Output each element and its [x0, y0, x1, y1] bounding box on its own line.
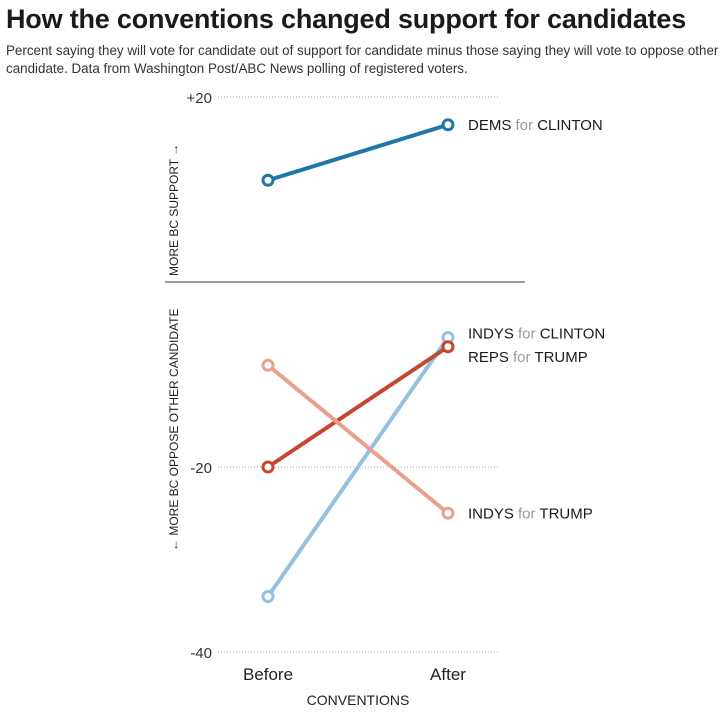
series-line	[266, 336, 450, 598]
chart-title: How the conventions changed support for …	[6, 4, 687, 34]
series-label: INDYS for CLINTON	[468, 326, 605, 343]
series-dems-for-clinton: DEMS for CLINTON	[261, 117, 603, 187]
series-label: INDYS for TRUMP	[468, 505, 593, 522]
data-point	[441, 118, 455, 132]
series-indys-for-clinton: INDYS for CLINTON	[261, 326, 605, 603]
label-group: REPS	[468, 349, 513, 366]
y-axis-label-oppose: ← MORE BC OPPOSE OTHER CANDIDATE	[167, 309, 181, 551]
series-line	[267, 122, 449, 183]
label-for: for	[518, 505, 539, 522]
series-label: DEMS for CLINTON	[468, 117, 603, 134]
series-reps-for-trump: REPS for TRUMP	[261, 340, 588, 474]
x-axis-title: CONVENTIONS	[307, 692, 410, 708]
label-group: INDYS	[468, 505, 518, 522]
label-group: INDYS	[468, 326, 518, 343]
series-line	[266, 345, 450, 469]
label-candidate: TRUMP	[534, 349, 587, 366]
y-tick-label: +20	[187, 90, 212, 107]
series-indys-for-trump: INDYS for TRUMP	[261, 358, 593, 522]
chart-subtitle: Percent saying they will vote for candid…	[6, 43, 719, 76]
y-tick-label: -40	[190, 645, 212, 662]
label-for: for	[518, 326, 540, 343]
data-point	[261, 460, 275, 474]
data-point	[261, 173, 275, 187]
data-point	[441, 506, 455, 520]
label-candidate: CLINTON	[537, 117, 603, 134]
x-tick-label: After	[430, 665, 466, 684]
label-candidate: CLINTON	[540, 326, 606, 343]
data-point	[441, 340, 455, 354]
label-candidate: TRUMP	[539, 505, 592, 522]
series-line	[266, 363, 450, 515]
label-for: for	[516, 117, 538, 134]
y-tick-label: -20	[190, 460, 212, 477]
label-group: DEMS	[468, 117, 516, 134]
data-point	[261, 358, 275, 372]
label-for: for	[513, 349, 534, 366]
data-point	[261, 590, 275, 603]
x-tick-label: Before	[243, 665, 293, 684]
series-label: REPS for TRUMP	[468, 349, 588, 366]
y-axis-label-support: MORE BC SUPPORT →	[167, 144, 181, 276]
